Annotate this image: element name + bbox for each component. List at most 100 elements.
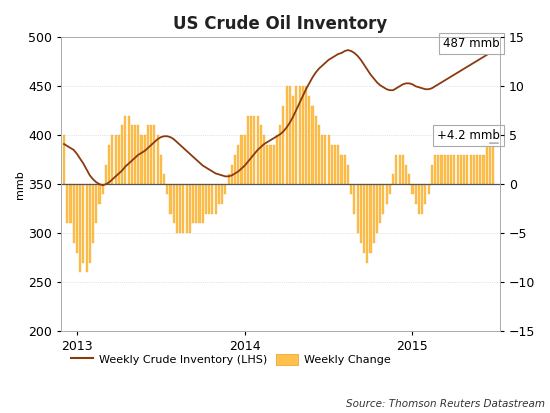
- Bar: [150, 126, 152, 184]
- Bar: [356, 184, 359, 233]
- Bar: [479, 155, 481, 184]
- Bar: [153, 126, 156, 184]
- Bar: [214, 184, 217, 214]
- Bar: [112, 135, 113, 184]
- Bar: [211, 184, 213, 214]
- Bar: [105, 165, 107, 184]
- Bar: [131, 126, 133, 184]
- Bar: [183, 184, 184, 233]
- Bar: [389, 184, 391, 194]
- Bar: [82, 184, 85, 263]
- Bar: [102, 184, 104, 194]
- Bar: [427, 184, 430, 194]
- Bar: [160, 155, 162, 184]
- Bar: [134, 126, 136, 184]
- Bar: [482, 155, 485, 184]
- Bar: [331, 145, 333, 184]
- Bar: [199, 184, 201, 223]
- Bar: [318, 126, 320, 184]
- Bar: [137, 126, 139, 184]
- Bar: [166, 184, 168, 194]
- Bar: [344, 155, 346, 184]
- Bar: [179, 184, 182, 233]
- Bar: [382, 184, 384, 214]
- Bar: [92, 184, 94, 243]
- Bar: [234, 155, 236, 184]
- Bar: [373, 184, 375, 243]
- Bar: [370, 184, 372, 253]
- Y-axis label: mmb: mmb: [15, 170, 25, 199]
- Bar: [263, 135, 265, 184]
- Bar: [140, 135, 142, 184]
- Bar: [240, 135, 243, 184]
- Bar: [402, 155, 404, 184]
- Bar: [460, 155, 462, 184]
- Bar: [466, 155, 469, 184]
- Bar: [315, 116, 317, 184]
- Bar: [360, 184, 362, 243]
- Bar: [415, 184, 417, 204]
- Bar: [292, 96, 294, 184]
- Bar: [169, 184, 172, 214]
- Bar: [237, 145, 239, 184]
- Bar: [282, 106, 284, 184]
- Bar: [453, 155, 455, 184]
- Bar: [98, 184, 101, 204]
- Bar: [279, 126, 281, 184]
- Bar: [408, 174, 410, 184]
- Bar: [299, 86, 301, 184]
- Bar: [486, 145, 488, 184]
- Bar: [260, 126, 262, 184]
- Bar: [95, 184, 97, 223]
- Bar: [73, 184, 75, 243]
- Bar: [128, 116, 130, 184]
- Bar: [425, 184, 426, 204]
- Bar: [273, 145, 275, 184]
- Title: US Crude Oil Inventory: US Crude Oil Inventory: [173, 15, 387, 33]
- Bar: [124, 116, 126, 184]
- Bar: [321, 135, 323, 184]
- Bar: [231, 165, 233, 184]
- Bar: [144, 135, 146, 184]
- Bar: [340, 155, 343, 184]
- Bar: [363, 184, 365, 253]
- Bar: [492, 145, 494, 184]
- Bar: [114, 135, 117, 184]
- Bar: [189, 184, 191, 233]
- Bar: [295, 86, 298, 184]
- Bar: [421, 184, 423, 214]
- Bar: [418, 184, 420, 214]
- Bar: [470, 155, 471, 184]
- Bar: [353, 184, 355, 214]
- Bar: [305, 86, 307, 184]
- Bar: [76, 184, 78, 253]
- Bar: [254, 116, 255, 184]
- Bar: [334, 145, 336, 184]
- Bar: [205, 184, 207, 214]
- Bar: [66, 184, 68, 223]
- Bar: [63, 135, 65, 184]
- Legend: Weekly Crude Inventory (LHS), Weekly Change: Weekly Crude Inventory (LHS), Weekly Cha…: [67, 349, 395, 370]
- Bar: [270, 145, 272, 184]
- Bar: [441, 155, 443, 184]
- Bar: [185, 184, 188, 233]
- Bar: [379, 184, 381, 223]
- Bar: [366, 184, 368, 263]
- Bar: [176, 184, 178, 233]
- Bar: [302, 86, 304, 184]
- Bar: [195, 184, 197, 223]
- Bar: [411, 184, 414, 194]
- Text: Source: Thomson Reuters Datastream: Source: Thomson Reuters Datastream: [345, 399, 544, 409]
- Bar: [376, 184, 378, 233]
- Bar: [489, 135, 491, 184]
- Bar: [476, 155, 478, 184]
- Bar: [350, 184, 352, 194]
- Bar: [276, 135, 278, 184]
- Bar: [108, 145, 110, 184]
- Bar: [450, 155, 452, 184]
- Bar: [224, 184, 227, 194]
- Bar: [247, 116, 249, 184]
- Bar: [308, 96, 310, 184]
- Bar: [89, 184, 91, 263]
- Bar: [250, 116, 252, 184]
